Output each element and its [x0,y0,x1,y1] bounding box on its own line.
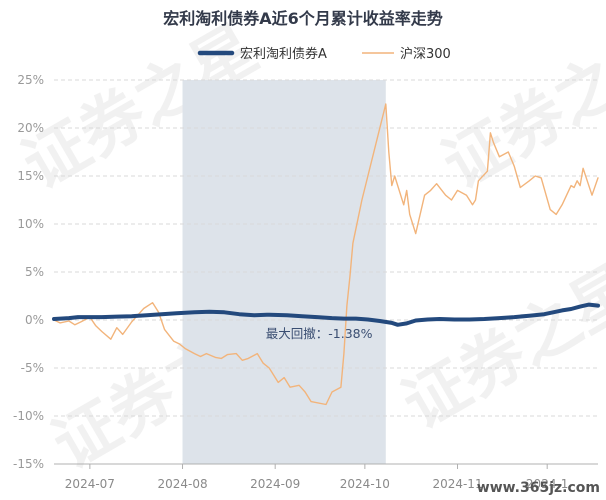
y-tick-label: 25% [17,73,44,87]
y-tick-label: 20% [17,121,44,135]
series-line-fund [52,302,600,327]
x-tick-label: 2024-10 [340,477,390,491]
x-tick-label: 2024-11 [432,477,482,491]
x-tick-label: 2024-07 [65,477,115,491]
x-tick-label: 2024-09 [250,477,300,491]
watermark-site: www.365jz.com [477,480,600,496]
y-tick-label: -15% [13,457,44,471]
plot-area: 25% 20% 15% 10% 5% 0% -5% -10% -15% 2024-07 2024-0… [13,73,600,491]
x-tick-label: 2024-08 [157,477,207,491]
legend-label-fund: 宏利淘利债券A [240,46,327,62]
watermark-text-3: 证券之星 [391,252,606,444]
y-tick-label: 10% [17,217,44,231]
y-tick-label: -10% [13,409,44,423]
y-tick-label: -5% [21,361,44,375]
y-tick-label: 5% [25,265,44,279]
x-tick-label: 2024-1 [526,477,569,491]
legend: 宏利淘利债券A 沪深300 [197,46,451,62]
legend-label-index: 沪深300 [400,46,451,62]
y-tick-label: 15% [17,169,44,183]
chart-title: 宏利淘利债券A近6个月累计收益率走势 [163,9,443,28]
series-line-index [53,103,599,406]
y-tick-label: 0% [25,313,44,327]
drawdown-annotation: 最大回撤：-1.38% [266,326,373,341]
watermark-text-4: 证券之星 [431,12,606,204]
